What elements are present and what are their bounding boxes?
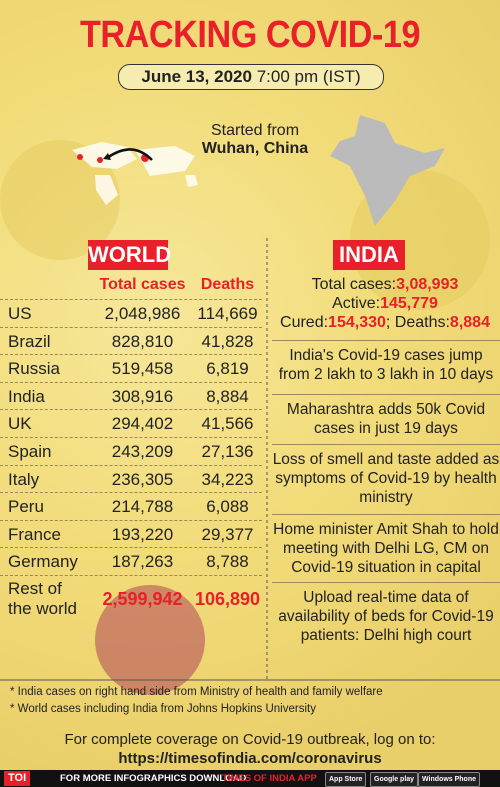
table-row: UK 294,402 41,566 xyxy=(0,409,262,438)
column-header: Total cases xyxy=(99,276,186,293)
country: Peru xyxy=(8,497,44,517)
origin-line: Started from xyxy=(210,122,300,139)
country: Russia xyxy=(8,359,60,379)
table-row: Peru 214,788 6,088 xyxy=(0,492,262,521)
total-cases: 214,788 xyxy=(111,497,174,517)
country: Brazil xyxy=(8,331,51,351)
country: UK xyxy=(8,414,32,434)
table-row: Italy 236,305 34,223 xyxy=(0,464,262,494)
total-cases: 519,458 xyxy=(111,359,174,379)
news-item: Upload real-time data of availability of… xyxy=(272,582,500,645)
title: TRACKING COVID-19 xyxy=(79,14,421,56)
table-row: Rest of the world 2,599,942 106,890 xyxy=(0,575,262,622)
footnote: * India cases on right hand side from Mi… xyxy=(10,686,383,698)
stat-label: Cured: xyxy=(280,314,329,331)
india-stat: Total cases:3,08,993 xyxy=(270,276,500,294)
store-badge[interactable]: App Store xyxy=(325,772,367,787)
news-item: Maharashtra adds 50k Covid cases in just… xyxy=(272,394,500,438)
origin-place: Wuhan, China xyxy=(201,140,309,157)
deaths: 27,136 xyxy=(201,442,254,461)
date: June 13, 2020 xyxy=(141,67,252,86)
deaths: 8,788 xyxy=(206,552,249,572)
country: Germany xyxy=(8,552,78,572)
deaths: 6,819 xyxy=(206,359,249,379)
total-cases: 2,048,986 xyxy=(104,304,181,323)
news-item: India's Covid-19 cases jump from 2 lakh … xyxy=(272,340,500,384)
total-cases: 193,220 xyxy=(111,524,174,544)
footer-text: FOR MORE INFOGRAPHICS DOWNLOAD xyxy=(60,773,247,784)
deaths: 6,088 xyxy=(206,497,249,517)
stat-value: 3,08,993 xyxy=(396,276,459,293)
store-badge[interactable]: Google play xyxy=(370,772,419,787)
stat-label: Total cases: xyxy=(311,276,397,293)
time: 7:00 pm (IST) xyxy=(256,67,361,86)
column-header: Deaths xyxy=(200,276,255,293)
table-row: Spain 243,209 27,136 xyxy=(0,437,262,466)
deaths: 41,828 xyxy=(201,331,254,351)
india-label: INDIA xyxy=(333,240,405,270)
deaths: 41,566 xyxy=(201,414,254,434)
world-map xyxy=(72,142,198,205)
table-row: Russia 519,458 6,819 xyxy=(0,354,262,383)
coverage-text: For complete coverage on Covid-19 outbre… xyxy=(64,731,436,748)
footer-bar: TOI FOR MORE INFOGRAPHICS DOWNLOAD TIMES… xyxy=(0,770,500,787)
total-cases: 2,599,942 xyxy=(102,589,183,609)
total-cases: 294,402 xyxy=(111,414,174,434)
total-cases: 308,916 xyxy=(111,386,174,406)
table-row: US 2,048,986 114,669 xyxy=(0,299,262,328)
deaths: 8,884 xyxy=(206,386,249,406)
origin: Started from Wuhan, China xyxy=(190,122,320,158)
footer-logo: TOI xyxy=(4,771,31,786)
news-item: Home minister Amit Shah to hold meeting … xyxy=(272,514,500,577)
table-row: France 193,220 29,377 xyxy=(0,519,262,549)
total-cases: 187,263 xyxy=(111,552,174,572)
total-cases: 243,209 xyxy=(111,442,174,461)
country: France xyxy=(8,524,61,544)
country: India xyxy=(8,386,45,406)
stat-label: ; Deaths: xyxy=(385,314,450,331)
world-label: WORLD xyxy=(88,240,171,270)
stat-label: Active: xyxy=(332,295,381,312)
india-stat: Active:145,779 xyxy=(270,295,500,313)
table-row: India 308,916 8,884 xyxy=(0,381,262,411)
table-row: Brazil 828,810 41,828 xyxy=(0,326,262,356)
country: US xyxy=(8,304,32,323)
country: Rest of the world xyxy=(8,579,77,618)
news-item: Loss of smell and taste added as symptom… xyxy=(272,444,500,507)
table-row: Germany 187,263 8,788 xyxy=(0,547,262,576)
store-badge[interactable]: Windows Phone xyxy=(418,772,480,787)
date-pill: June 13, 2020 7:00 pm (IST) xyxy=(118,64,384,90)
country: Italy xyxy=(8,469,40,489)
footnote: * World cases including India from Johns… xyxy=(10,703,316,715)
stat-value: 154,330 xyxy=(328,314,386,331)
india-map xyxy=(330,115,445,226)
total-cases: 828,810 xyxy=(111,331,174,351)
footer-app: TIMES OF INDIA APP xyxy=(222,773,317,784)
stat-value: 8,884 xyxy=(449,314,490,331)
country: Spain xyxy=(8,442,52,461)
coverage-url[interactable]: https://timesofindia.com/coronavirus xyxy=(118,750,382,767)
deaths: 114,669 xyxy=(197,304,258,323)
india-stat: Cured:154,330; Deaths:8,884 xyxy=(270,314,500,332)
total-cases: 236,305 xyxy=(111,469,174,489)
deaths: 34,223 xyxy=(201,469,254,489)
stat-value: 145,779 xyxy=(380,295,438,312)
deaths: 29,377 xyxy=(201,524,254,544)
deaths: 106,890 xyxy=(194,589,261,609)
